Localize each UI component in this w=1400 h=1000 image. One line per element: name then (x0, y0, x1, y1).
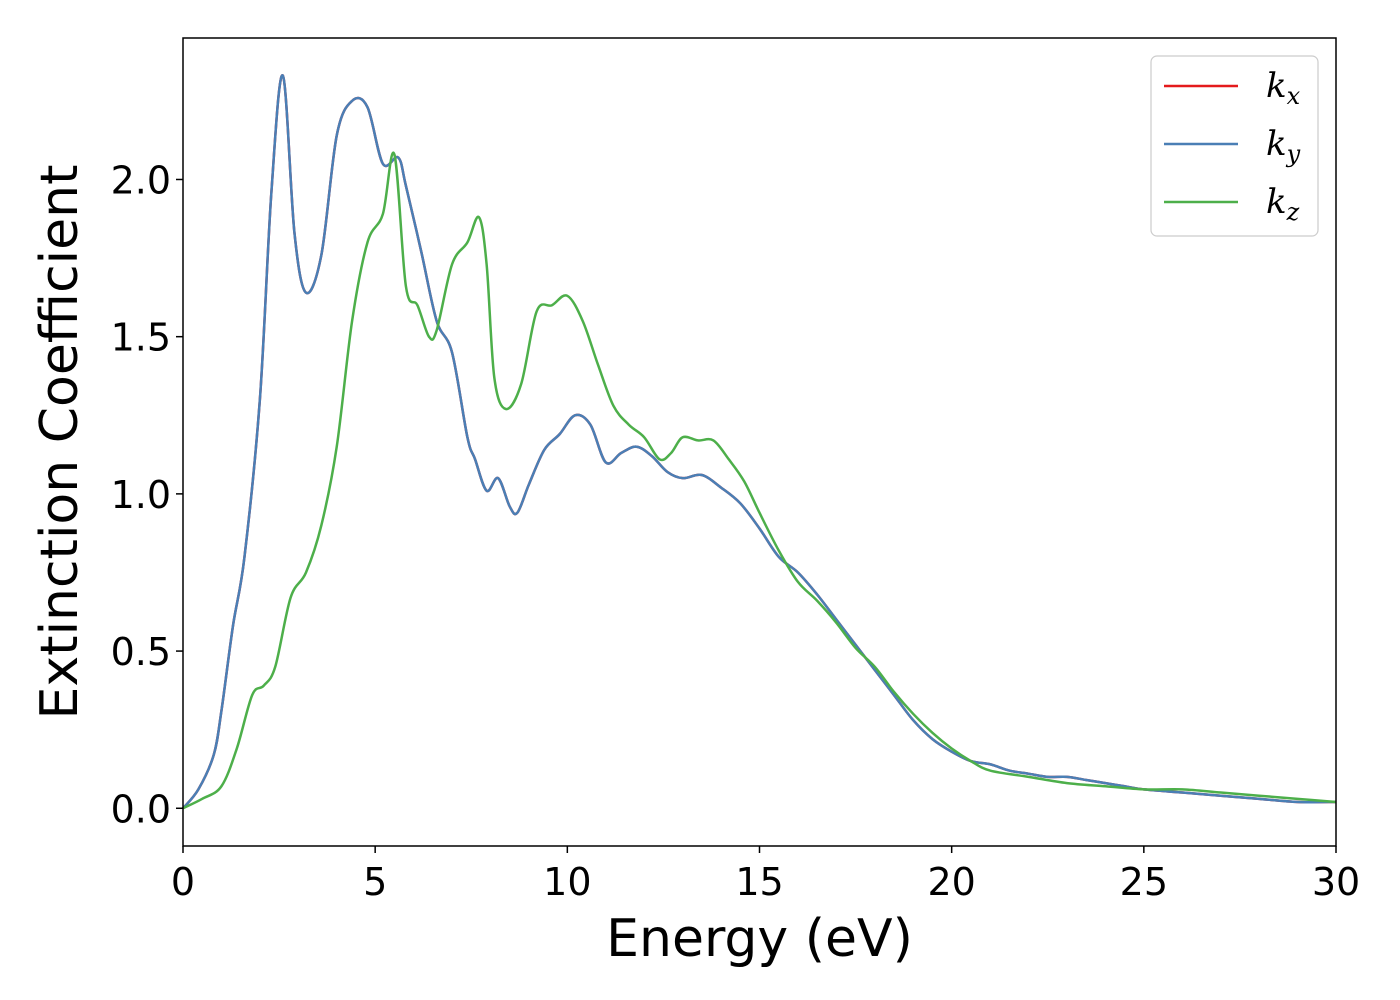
x-axis: 0 5 10 15 20 25 30 (171, 846, 1360, 904)
y-tick-label: 1.5 (111, 316, 171, 360)
x-tick-label: 15 (735, 860, 783, 904)
legend-box (1150, 55, 1319, 237)
legend-label-kx: kx (1266, 66, 1301, 110)
x-tick-label: 0 (171, 860, 195, 904)
x-tick-label: 5 (363, 860, 387, 904)
series-layer (182, 74, 1337, 810)
x-axis-title: Energy (eV) (606, 909, 913, 969)
y-axis-title: Extinction Coefficient (30, 165, 90, 720)
x-tick-label: 10 (543, 860, 591, 904)
y-tick-label: 0.0 (111, 787, 171, 831)
legend-label-kz: kz (1266, 182, 1300, 226)
x-tick-label: 20 (927, 860, 975, 904)
legend: kx ky kz (1150, 55, 1319, 237)
y-tick-label: 1.0 (111, 473, 171, 517)
x-tick-label: 25 (1120, 860, 1168, 904)
x-tick-label: 30 (1312, 860, 1360, 904)
y-tick-label: 0.5 (111, 630, 171, 674)
series-line-kz (182, 151, 1337, 810)
series-line-ky (182, 74, 1337, 810)
y-axis: 0.0 0.5 1.0 1.5 2.0 (111, 158, 183, 831)
y-tick-label: 2.0 (111, 158, 171, 202)
plot-background (183, 38, 1336, 846)
legend-label-ky: ky (1266, 124, 1301, 168)
